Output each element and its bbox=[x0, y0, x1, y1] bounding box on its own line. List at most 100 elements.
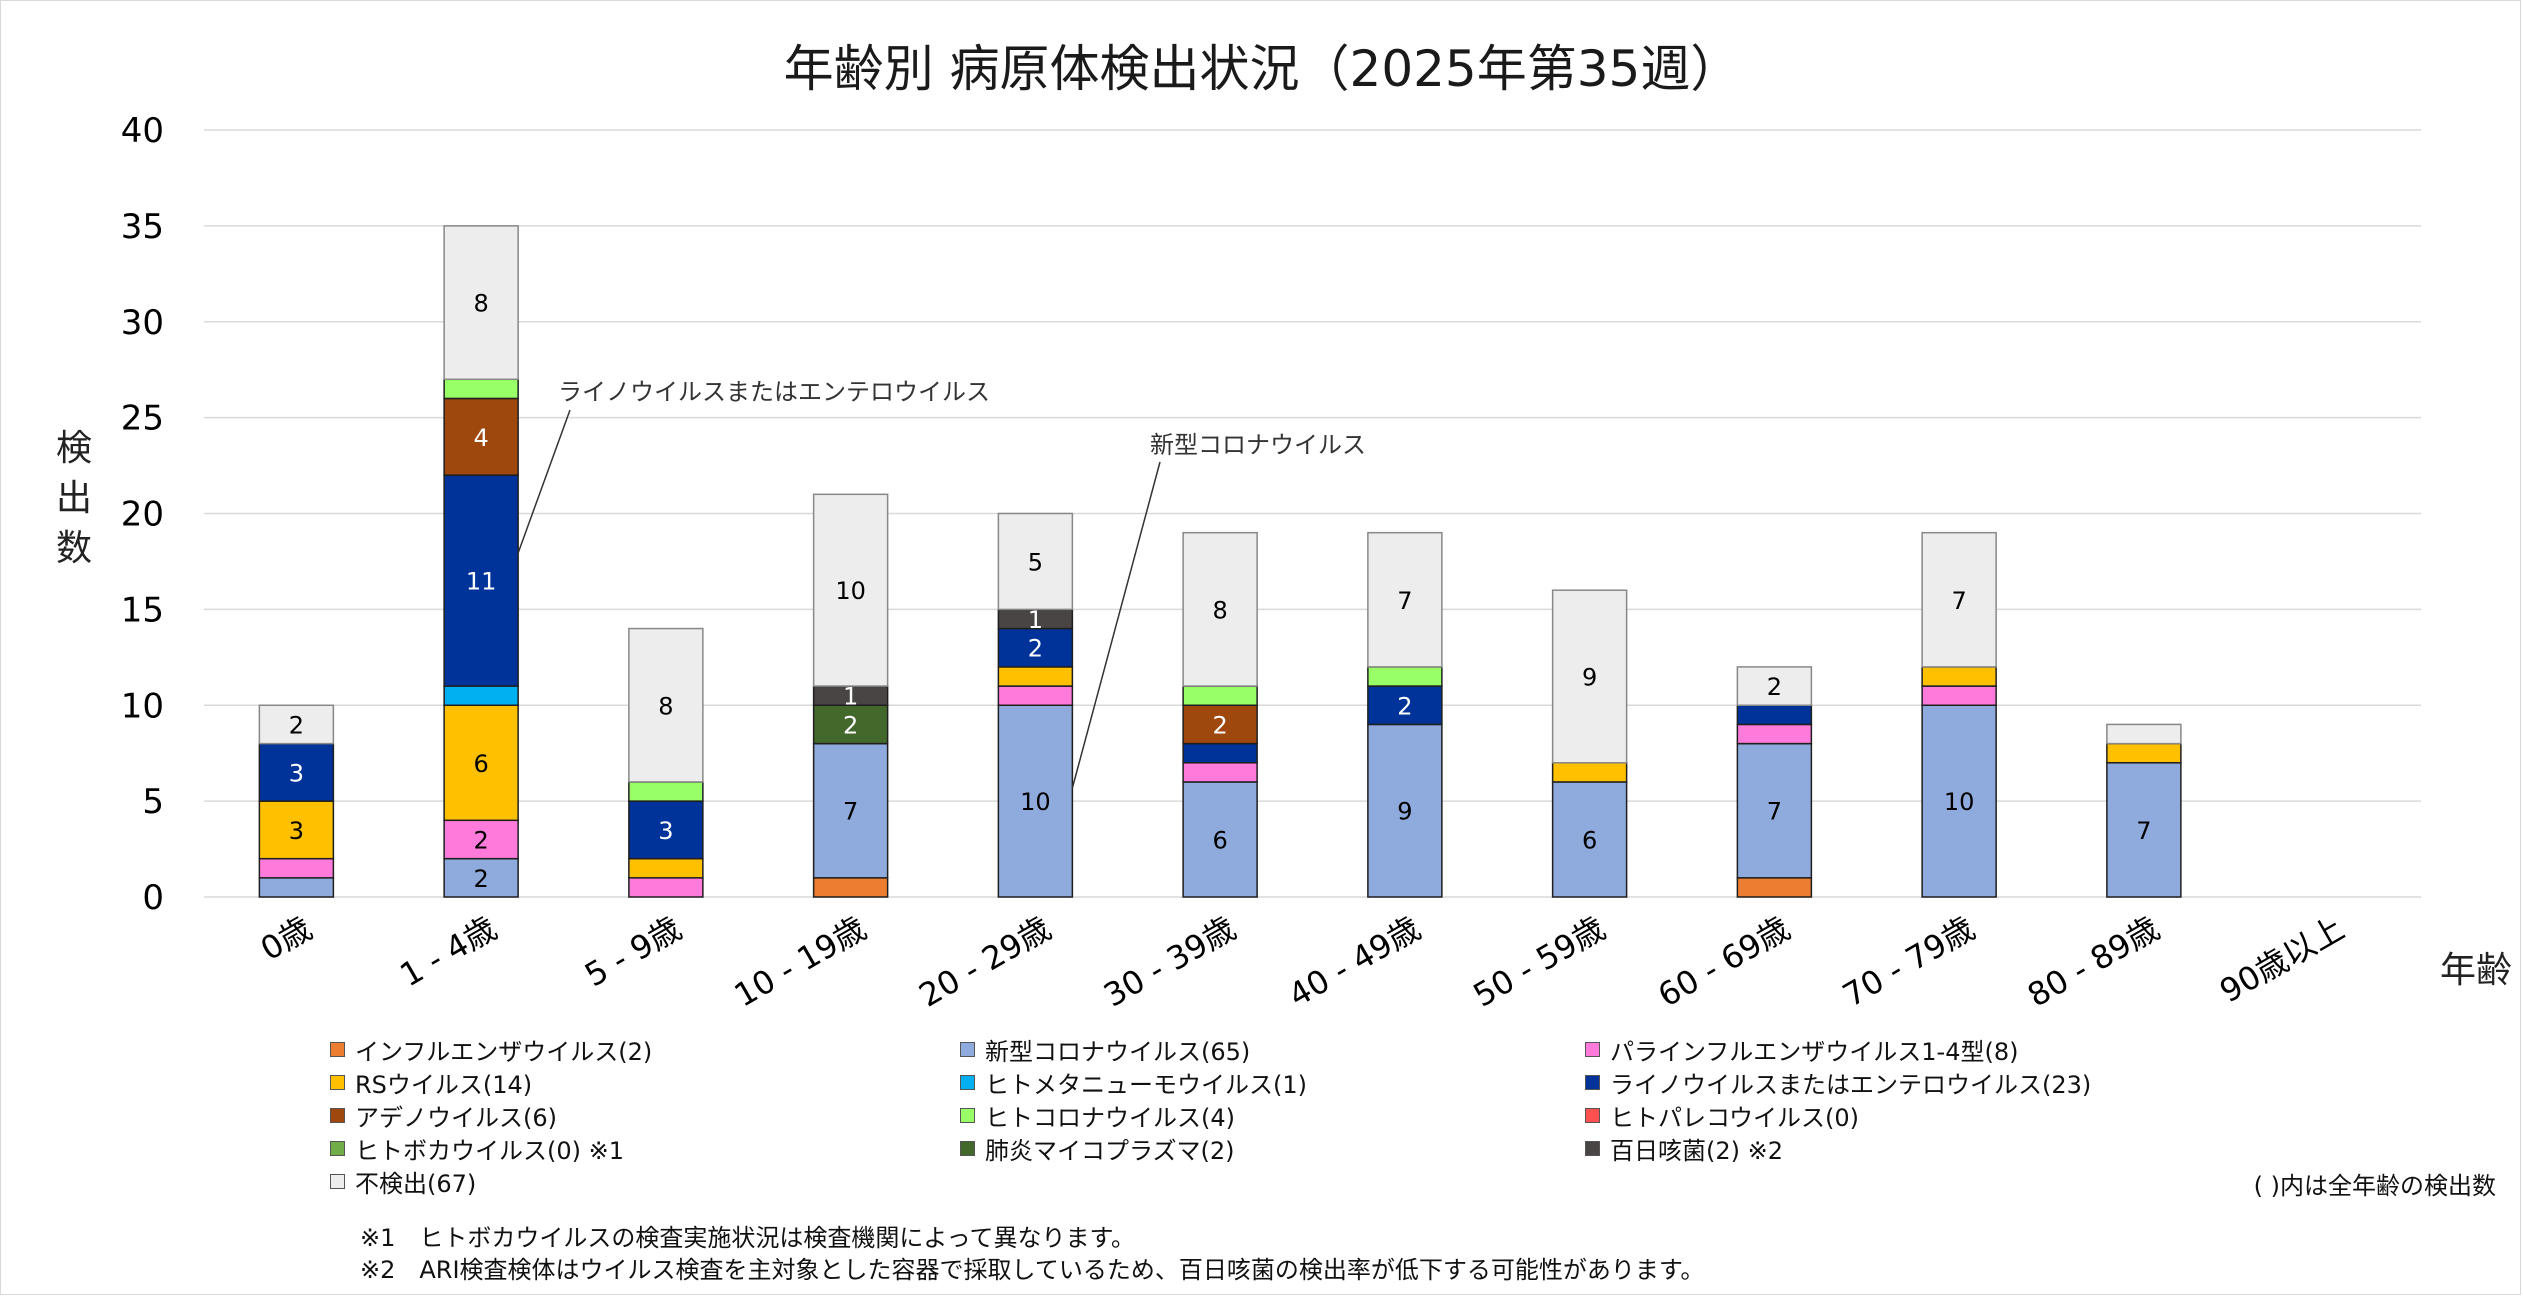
bar-segment bbox=[258, 704, 335, 745]
y-axis-label-char: 出 bbox=[56, 478, 92, 519]
bar-segment bbox=[1182, 685, 1258, 707]
legend-item: ライノウイルスまたはエンテロウイルス(23) bbox=[1585, 1065, 2091, 1100]
data-label: 7 bbox=[1951, 587, 1966, 615]
annotation-leader-line bbox=[517, 409, 571, 554]
data-label: 8 bbox=[1212, 596, 1227, 624]
y-tick-label: 25 bbox=[121, 399, 164, 439]
annotation-text: ライノウイルスまたはエンテロウイルス bbox=[558, 378, 990, 406]
data-label: 3 bbox=[289, 817, 304, 845]
x-tick-label: 90歳以上 bbox=[2213, 909, 2350, 1010]
legend-item: 肺炎マイコプラズマ(2) bbox=[960, 1131, 1235, 1166]
bar-segment bbox=[443, 397, 519, 476]
bar-segment bbox=[812, 742, 889, 879]
bar-segment bbox=[1921, 685, 1997, 707]
bar-segment bbox=[443, 685, 519, 707]
bar-segment bbox=[1551, 762, 1628, 783]
legend-swatch bbox=[960, 1108, 975, 1123]
footnote-2: ※2 ARI検査検体はウイルス検査を主対象とした容器で採取しているため、百日咳菌… bbox=[360, 1256, 1705, 1284]
gridlines bbox=[204, 129, 2421, 898]
legend-item: 新型コロナウイルス(65) bbox=[960, 1032, 1250, 1067]
x-tick-label: 30 - 39歳 bbox=[1097, 909, 1242, 1015]
bar-segment bbox=[2106, 762, 2182, 898]
legend-label: ヒトボカウイルス(0) ※1 bbox=[355, 1137, 625, 1165]
legend-swatch bbox=[960, 1042, 975, 1057]
data-label: 10 bbox=[1944, 788, 1975, 816]
legend-swatch bbox=[330, 1108, 345, 1123]
data-label: 2 bbox=[289, 711, 304, 739]
data-label: 7 bbox=[843, 798, 858, 826]
legend-swatch bbox=[960, 1141, 975, 1156]
bar-segment bbox=[1367, 531, 1443, 668]
x-tick-label: 70 - 79歳 bbox=[1836, 909, 1981, 1015]
legend-item: 不検出(67) bbox=[330, 1164, 476, 1199]
footnote-1: ※1 ヒトボカウイルスの検査実施状況は検査機関によって異なります。 bbox=[360, 1224, 1136, 1252]
legend-item: パラインフルエンザウイルス1-4型(8) bbox=[1585, 1032, 2018, 1067]
data-label: 11 bbox=[466, 568, 497, 596]
legend-swatch bbox=[960, 1075, 975, 1090]
legend-swatch bbox=[1585, 1042, 1600, 1057]
x-tick-label: 40 - 49歳 bbox=[1282, 909, 1427, 1015]
x-tick-label: 5 - 9歳 bbox=[578, 909, 688, 994]
x-axis-label: 年齢 bbox=[2440, 950, 2512, 991]
bar-segment bbox=[1182, 781, 1258, 898]
legend-label: ヒトパレコウイルス(0) bbox=[1610, 1104, 1860, 1132]
legend-label: 新型コロナウイルス(65) bbox=[985, 1038, 1251, 1066]
legend-item: インフルエンザウイルス(2) bbox=[330, 1032, 652, 1067]
bar-segment bbox=[1736, 877, 1813, 898]
bar-segment bbox=[1921, 666, 1997, 687]
y-axis-label-char: 検 bbox=[56, 428, 92, 469]
y-axis-label: 検出数 bbox=[56, 428, 92, 569]
bar-segment bbox=[443, 225, 519, 381]
bar-segment bbox=[443, 474, 519, 687]
legend-label: 不検出(67) bbox=[355, 1170, 477, 1198]
data-label: 4 bbox=[473, 424, 488, 452]
x-tick-label: 60 - 69歳 bbox=[1652, 909, 1797, 1015]
legend-swatch bbox=[330, 1174, 345, 1189]
legend-item: 百日咳菌(2) ※2 bbox=[1585, 1131, 1783, 1166]
bar-segment bbox=[812, 493, 889, 687]
bar-segment bbox=[1182, 531, 1258, 687]
legend-label: アデノウイルス(6) bbox=[355, 1104, 557, 1132]
bar-segment bbox=[1921, 531, 1997, 668]
bar-segment bbox=[628, 627, 704, 783]
y-tick-label: 5 bbox=[142, 782, 164, 822]
x-tick-label: 80 - 89歳 bbox=[2021, 909, 2166, 1015]
legend-item: ヒトメタニューモウイルス(1) bbox=[960, 1065, 1307, 1100]
bar-segment bbox=[997, 627, 1074, 668]
y-tick-label: 35 bbox=[121, 207, 164, 247]
data-label: 2 bbox=[473, 865, 488, 893]
bar-segment bbox=[443, 378, 519, 400]
bar-segment bbox=[258, 800, 335, 860]
bar-segment bbox=[628, 877, 704, 898]
legend-item: ヒトコロナウイルス(4) bbox=[960, 1098, 1235, 1133]
bar-segment bbox=[997, 685, 1074, 707]
bar-segment bbox=[258, 742, 335, 802]
bar-segment bbox=[1736, 723, 1813, 745]
bar-segment bbox=[812, 877, 889, 898]
data-label: 8 bbox=[658, 692, 673, 720]
legend-label: ヒトコロナウイルス(4) bbox=[985, 1104, 1235, 1132]
data-label: 10 bbox=[1020, 788, 1051, 816]
data-label: 3 bbox=[658, 817, 673, 845]
y-axis-ticks: 0 5 10 15 20 25 30 35 40 bbox=[121, 111, 164, 918]
annotation-leader-line bbox=[1071, 461, 1161, 789]
data-label: 2 bbox=[473, 826, 488, 854]
data-label: 1 bbox=[843, 683, 858, 711]
legend-swatch bbox=[1585, 1141, 1600, 1156]
legend-item: RSウイルス(14) bbox=[330, 1065, 532, 1100]
data-label: 1 bbox=[1028, 606, 1043, 634]
legend-item: ヒトボカウイルス(0) ※1 bbox=[330, 1131, 624, 1166]
bar-segment bbox=[443, 857, 519, 898]
legend-swatch bbox=[1585, 1075, 1600, 1090]
y-tick-label: 15 bbox=[121, 590, 164, 630]
data-label: 2 bbox=[1028, 635, 1043, 663]
bar-segment bbox=[628, 781, 704, 802]
x-tick-label: 10 - 19歳 bbox=[728, 909, 873, 1015]
bar-segment bbox=[997, 666, 1074, 687]
x-axis-ticks: 0歳 1 - 4歳 5 - 9歳 10 - 19歳 20 - 29歳 30 - 39歳 40… bbox=[254, 909, 2351, 1015]
legend-label: インフルエンザウイルス(2) bbox=[355, 1038, 653, 1066]
data-label: 6 bbox=[1582, 826, 1597, 854]
data-label: 6 bbox=[1212, 826, 1227, 854]
